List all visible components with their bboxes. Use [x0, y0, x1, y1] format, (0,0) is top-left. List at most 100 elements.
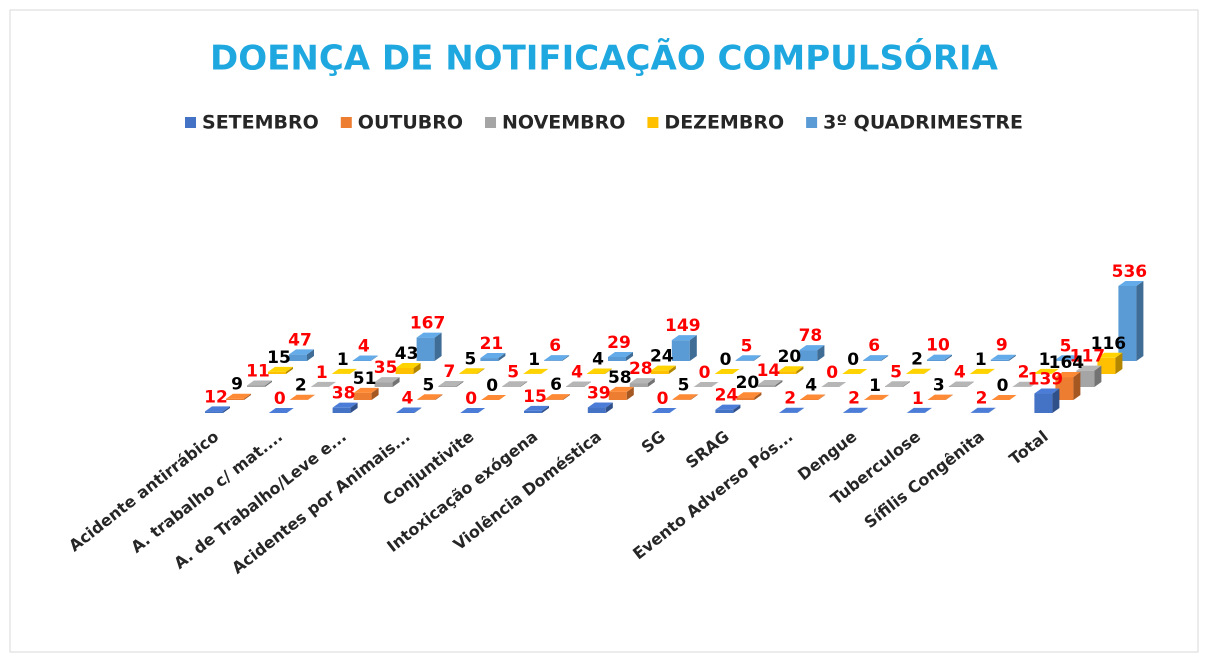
data-label: 2	[848, 389, 860, 409]
bar	[948, 381, 974, 387]
bar-top	[1076, 365, 1102, 371]
bar-side	[413, 362, 421, 374]
data-label: 24	[715, 386, 739, 406]
data-label: 4	[954, 362, 966, 382]
bar-top	[1055, 372, 1081, 378]
data-label: 116	[1091, 334, 1127, 354]
bar-top	[438, 381, 464, 387]
data-label: 149	[665, 316, 701, 336]
data-label: 164	[1049, 353, 1085, 373]
bar-side	[541, 368, 549, 374]
bar-top	[991, 395, 1017, 400]
bar-side	[1051, 368, 1059, 374]
data-label: 6	[550, 375, 562, 395]
bar-side	[370, 355, 378, 361]
bar-top	[481, 395, 507, 400]
bar-front	[544, 360, 563, 361]
bar-side	[244, 393, 251, 400]
bar-top	[352, 355, 378, 361]
bar-side	[690, 394, 698, 400]
bar	[352, 355, 378, 361]
bar-side	[626, 386, 634, 400]
legend-label: OUTUBRO	[358, 112, 463, 134]
bar-top	[970, 407, 996, 413]
bar-top	[247, 380, 272, 386]
bar-top	[460, 408, 486, 413]
bar-side	[945, 394, 953, 400]
bar-side	[966, 381, 974, 387]
bar-side	[286, 366, 293, 374]
data-label: 4	[358, 336, 370, 356]
bar-top	[587, 368, 612, 374]
bar-top	[863, 355, 889, 361]
data-label: 0	[465, 389, 477, 409]
data-label: 1	[337, 350, 349, 370]
bar	[927, 354, 952, 361]
legend-label: SETEMBRO	[202, 112, 319, 134]
bar	[757, 380, 783, 387]
bar-side	[733, 404, 741, 413]
bar-top	[885, 381, 910, 387]
data-label: 117	[1070, 347, 1106, 367]
legend: SETEMBRO OUTUBRO NOVEMBRO DEZEMBRO 3º QUADRI…	[185, 112, 1023, 134]
legend-swatch	[340, 117, 352, 128]
bar-front	[735, 360, 754, 361]
chart-title: DOENÇA DE NOTIFICAÇÃO COMPULSÓRIA	[210, 38, 999, 79]
bar-top	[672, 394, 698, 400]
bar-front	[502, 386, 521, 387]
data-label: 11	[246, 361, 270, 381]
bar	[331, 368, 357, 374]
legend-label: NOVEMBRO	[502, 112, 625, 134]
bar-side	[881, 355, 889, 361]
bar-front	[990, 359, 1009, 361]
data-label: 6	[868, 336, 880, 356]
data-label: 1	[869, 376, 881, 396]
bar	[1054, 355, 1080, 361]
data-label: 0	[657, 389, 669, 409]
bar-side	[626, 351, 633, 361]
bar	[672, 394, 698, 400]
bar-front	[480, 358, 499, 361]
bar-top	[843, 407, 868, 413]
bar	[1118, 280, 1144, 361]
bar-top	[353, 387, 379, 393]
bar-front	[1076, 370, 1095, 387]
bar-top	[566, 381, 591, 387]
bar	[524, 405, 549, 413]
bar	[671, 335, 697, 361]
bar	[799, 345, 825, 361]
legend-swatch	[806, 117, 818, 128]
bar-top	[374, 377, 400, 383]
bar-top	[629, 378, 655, 384]
bar-side	[1008, 354, 1016, 361]
bar	[226, 393, 251, 400]
data-label: 7	[443, 362, 455, 382]
bar-side	[689, 335, 697, 361]
data-label: 15	[267, 348, 291, 368]
bar-top	[693, 382, 719, 387]
bar-side	[753, 355, 761, 361]
bar-side	[1073, 372, 1081, 400]
bar-side	[520, 381, 528, 387]
bar-front	[650, 370, 669, 374]
bar	[906, 368, 931, 374]
bar-top	[268, 366, 293, 372]
bar-top	[927, 394, 953, 400]
bar-side	[945, 354, 952, 361]
bar	[1055, 372, 1081, 400]
bar-top	[608, 386, 634, 392]
bar-front	[1055, 377, 1074, 400]
data-label: 2	[1018, 363, 1030, 383]
bar-top	[864, 394, 889, 400]
bar	[353, 387, 379, 400]
bar-side	[818, 394, 826, 400]
data-label: 2	[976, 389, 988, 409]
bar-top	[927, 354, 952, 360]
bar-front	[524, 410, 542, 413]
bar-top	[1012, 381, 1038, 387]
bar	[289, 349, 314, 361]
bar-top	[842, 369, 868, 374]
bar-side	[456, 381, 464, 387]
bar	[927, 394, 953, 400]
